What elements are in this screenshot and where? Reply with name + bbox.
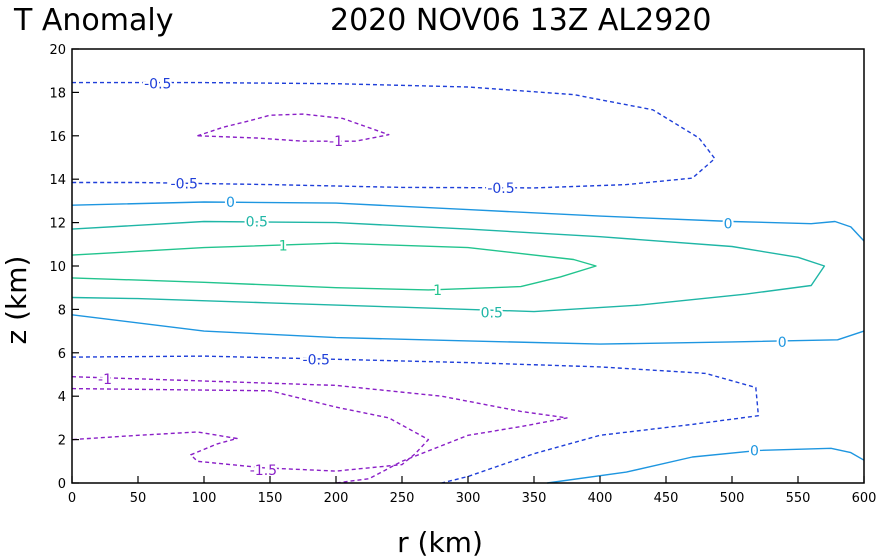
contour-line-3 bbox=[71, 220, 826, 313]
contour-label-13: -1.5 bbox=[250, 463, 277, 479]
x-axis-ticks: 0 50 100 150 200 250 300 350 400 450 500 550 600 bbox=[68, 476, 877, 506]
y-tick-label-10: 20 bbox=[49, 43, 66, 58]
x-tick-label-4: 200 bbox=[324, 491, 349, 506]
contour-label-0: -0.5 bbox=[144, 77, 171, 93]
y-tick-label-3: 6 bbox=[58, 347, 66, 362]
contour-line-8 bbox=[71, 387, 430, 472]
contour-label-5: 0 bbox=[724, 217, 733, 233]
x-tick-label-2: 100 bbox=[192, 491, 217, 506]
x-tick-label-0: 0 bbox=[68, 491, 76, 506]
y-tick-label-6: 12 bbox=[49, 217, 66, 232]
contour-line-6 bbox=[71, 355, 760, 484]
x-tick-label-8: 400 bbox=[588, 491, 613, 506]
contour-labels: -0.5 -1 -0.5 -0.5 0 0 0.5 1 1 0.5 0 -0.5 -1 -1.5 0 bbox=[96, 75, 789, 481]
x-tick-label-12: 600 bbox=[852, 491, 877, 506]
y-tick-label-1: 2 bbox=[58, 434, 66, 449]
contour-label-10: 0 bbox=[778, 335, 787, 351]
contour-line-2 bbox=[71, 201, 865, 242]
contour-label-9: 0.5 bbox=[481, 306, 503, 322]
contour-lines bbox=[71, 81, 865, 484]
contour-line-0 bbox=[72, 81, 716, 189]
y-tick-label-5: 10 bbox=[49, 260, 66, 275]
y-tick-label-9: 18 bbox=[49, 86, 66, 101]
x-tick-label-5: 250 bbox=[390, 491, 415, 506]
contour-label-7: 1 bbox=[279, 238, 288, 254]
contour-label-14: 0 bbox=[750, 443, 759, 459]
y-tick-label-0: 0 bbox=[58, 477, 66, 492]
contour-line-1 bbox=[197, 113, 390, 142]
contour-line-7 bbox=[71, 376, 568, 484]
contour-label-1: -1 bbox=[329, 134, 343, 150]
contour-label-11: -0.5 bbox=[303, 352, 330, 368]
x-tick-label-1: 50 bbox=[130, 491, 147, 506]
x-tick-label-6: 300 bbox=[456, 491, 481, 506]
y-tick-label-8: 16 bbox=[49, 130, 66, 145]
y-axis-ticks: 0 2 4 6 8 10 12 14 16 18 20 bbox=[49, 43, 79, 492]
contour-label-3: -0.5 bbox=[487, 181, 514, 197]
x-tick-label-7: 350 bbox=[522, 491, 547, 506]
contour-line-9 bbox=[547, 447, 865, 484]
x-axis-label: r (km) bbox=[397, 526, 483, 559]
y-tick-label-4: 8 bbox=[58, 303, 66, 318]
y-axis-label: z (km) bbox=[0, 256, 33, 345]
x-tick-label-3: 150 bbox=[258, 491, 283, 506]
y-tick-label-2: 4 bbox=[58, 390, 66, 405]
chart-title-right: 2020 NOV06 13Z AL2920 bbox=[330, 3, 712, 38]
contour-label-6: 0.5 bbox=[246, 215, 268, 231]
x-tick-label-10: 500 bbox=[720, 491, 745, 506]
plot-frame bbox=[71, 48, 865, 484]
contour-label-8: 1 bbox=[433, 283, 442, 299]
x-tick-label-9: 450 bbox=[654, 491, 679, 506]
contour-label-12: -1 bbox=[98, 372, 112, 388]
contour-line-5 bbox=[71, 314, 865, 345]
contour-label-4: 0 bbox=[226, 195, 235, 211]
contour-label-2: -0.5 bbox=[171, 177, 198, 193]
x-tick-label-11: 550 bbox=[786, 491, 811, 506]
chart-title-left: T Anomaly bbox=[13, 3, 173, 38]
contour-line-4 bbox=[71, 242, 597, 291]
y-tick-label-7: 14 bbox=[49, 173, 66, 188]
